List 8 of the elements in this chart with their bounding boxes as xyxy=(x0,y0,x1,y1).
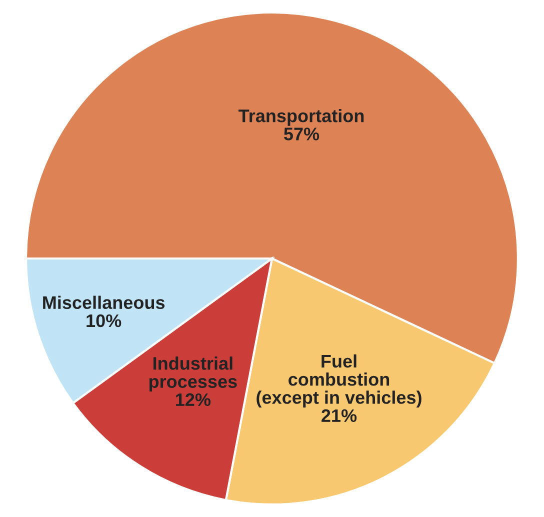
data-label: 57% xyxy=(284,128,320,140)
data-label: 10% xyxy=(86,314,122,328)
slice-label: Transportation xyxy=(238,109,364,126)
data-label: 21% xyxy=(322,409,357,422)
data-label: 12% xyxy=(176,393,211,406)
slice-label: Miscellaneous xyxy=(43,296,165,309)
slice-label: Fuel combustion (except in vehicles) xyxy=(256,354,422,408)
slice-label: Industrial processes xyxy=(149,356,237,392)
